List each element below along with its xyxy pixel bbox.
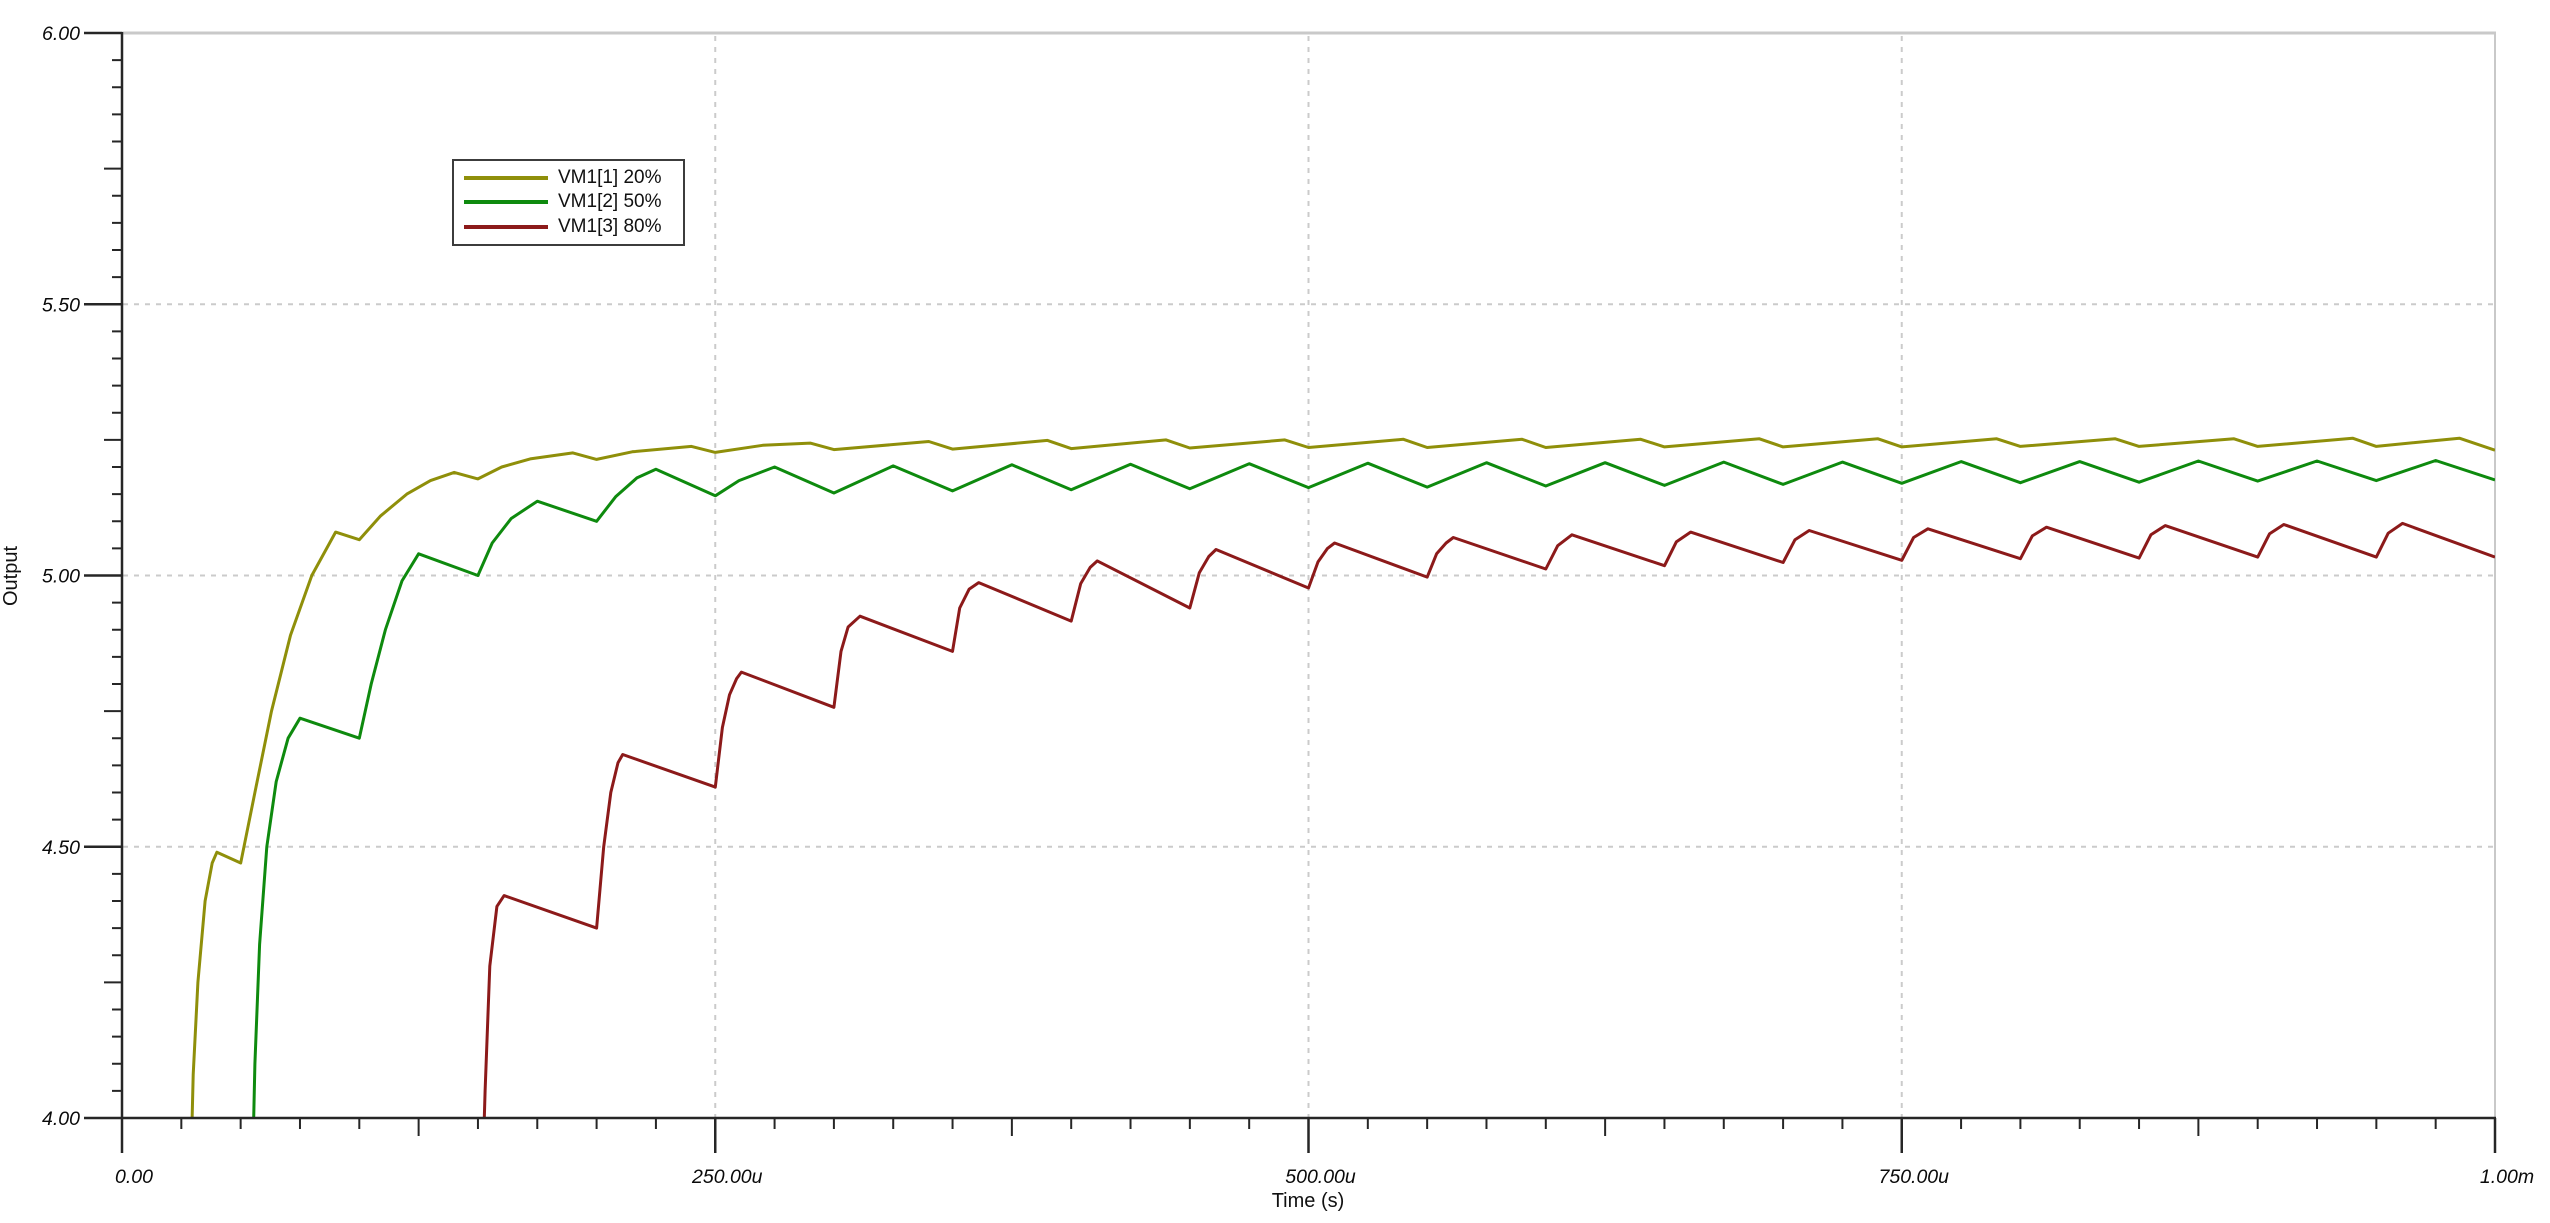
x-tick-label: 0.00 — [115, 1166, 153, 1188]
legend[interactable]: VM1[1] 20% VM1[2] 50% VM1[3] 80% — [452, 159, 685, 246]
x-axis-title: Time (s) — [1271, 1190, 1345, 1212]
legend-item: VM1[2] 50% — [462, 190, 675, 214]
legend-line-swatch — [464, 176, 548, 181]
series-line-2[interactable] — [482, 521, 2495, 1172]
legend-label: VM1[3] 80% — [558, 215, 662, 237]
y-tick-label: 4.00 — [42, 1108, 80, 1130]
y-tick-label: 5.00 — [42, 566, 80, 588]
legend-item: VM1[1] 20% — [462, 166, 675, 190]
y-tick-label: 4.50 — [42, 837, 80, 859]
legend-label: VM1[2] 50% — [558, 191, 662, 213]
y-tick-label: 6.00 — [42, 23, 80, 45]
legend-item: VM1[3] 80% — [462, 215, 675, 239]
y-tick-label: 5.50 — [42, 294, 80, 316]
series-line-1[interactable] — [252, 459, 2496, 1173]
legend-line-swatch — [464, 200, 548, 205]
x-tick-label: 1.00m — [2480, 1166, 2534, 1188]
legend-label: VM1[1] 20% — [558, 167, 662, 189]
x-tick-label: 250.00u — [691, 1166, 763, 1188]
series-line-0[interactable] — [190, 436, 2495, 1172]
y-axis-title: Output — [0, 545, 22, 607]
legend-line-swatch — [464, 224, 548, 229]
x-tick-label: 500.00u — [1285, 1166, 1356, 1188]
x-tick-label: 750.00u — [1879, 1166, 1950, 1188]
